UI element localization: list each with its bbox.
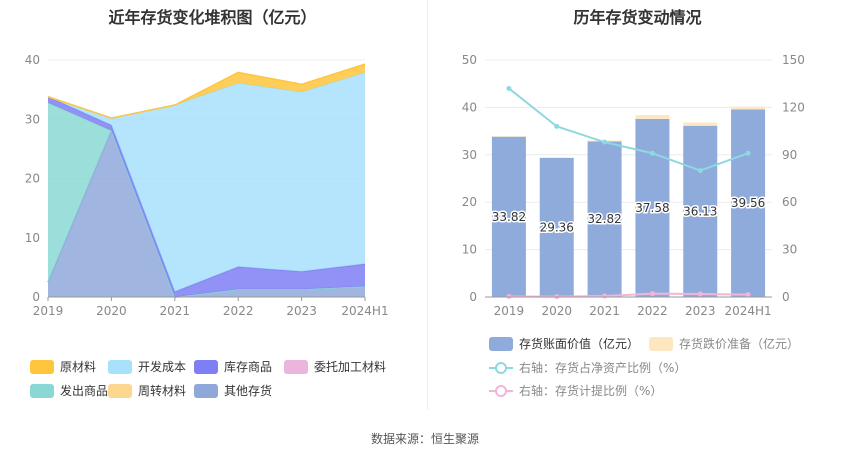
- y-tick-label: 0: [469, 290, 477, 304]
- line-point[interactable]: [506, 85, 512, 91]
- bar-chart-title: 历年存货变动情况: [573, 8, 702, 27]
- line-point[interactable]: [602, 139, 608, 145]
- bar-book-value[interactable]: [635, 118, 670, 298]
- legend-label: 存货跌价准备（亿元）: [679, 336, 799, 351]
- x-tick-label: 2023: [286, 304, 317, 318]
- legend-swatch[interactable]: [30, 360, 54, 374]
- bar-value-label: 36.13: [683, 204, 717, 218]
- x-tick-label: 2020: [96, 304, 127, 318]
- bar-value-label: 33.82: [492, 210, 526, 224]
- bar-impairment[interactable]: [683, 122, 718, 126]
- x-tick-label: 2022: [223, 304, 254, 318]
- legend-label: 原材料: [60, 360, 96, 374]
- legend-label: 开发成本: [138, 359, 186, 374]
- y-tick-label: 0: [32, 290, 40, 304]
- legend-label: 右轴：存货占净资产比例（%）: [519, 360, 686, 375]
- area-库存商品: [48, 96, 365, 297]
- legend-label: 周转材料: [138, 383, 186, 398]
- bar-impairment[interactable]: [635, 115, 670, 119]
- line-ratio-net-assets: [508, 87, 749, 172]
- x-tick-label: 2019: [494, 304, 525, 318]
- area-chart-title: 近年存货变化堆积图（亿元）: [108, 8, 317, 27]
- x-tick-label: 2021: [160, 304, 191, 318]
- bar-book-value[interactable]: [683, 125, 718, 297]
- bar-value-label: 29.36: [540, 220, 574, 234]
- chart-divider: [427, 0, 428, 410]
- y-tick-label: 20: [462, 195, 477, 209]
- legend-swatch[interactable]: [108, 384, 132, 398]
- legend-swatch[interactable]: [194, 384, 218, 398]
- bar-book-value[interactable]: [587, 141, 622, 297]
- data-source-note: 数据来源：恒生聚源: [370, 432, 479, 446]
- y-tick-label: 10: [462, 243, 477, 257]
- area-开发成本: [48, 72, 365, 292]
- legend-label: 存货账面价值（亿元）: [519, 336, 639, 351]
- bar-book-value[interactable]: [491, 136, 526, 297]
- x-tick-label: 2023: [685, 304, 716, 318]
- legend-label: 其他存货: [224, 383, 272, 398]
- y-tick-label: 20: [25, 172, 40, 186]
- y2-tick-label: 60: [782, 195, 797, 209]
- legend-marker[interactable]: [495, 362, 507, 374]
- legend-swatch[interactable]: [649, 337, 673, 351]
- area-原材料: [48, 64, 365, 119]
- legend-swatch[interactable]: [489, 337, 513, 351]
- line-point[interactable]: [745, 292, 751, 298]
- x-tick-label: 2024H1: [724, 304, 771, 318]
- legend-swatch[interactable]: [30, 384, 54, 398]
- x-tick-label: 2024H1: [341, 304, 388, 318]
- line-point[interactable]: [649, 150, 655, 156]
- y-tick-label: 40: [25, 53, 40, 67]
- y2-tick-label: 90: [782, 148, 797, 162]
- area-发出商品: [48, 102, 365, 297]
- legend-swatch[interactable]: [194, 360, 218, 374]
- bar-value-label: 37.58: [635, 201, 669, 215]
- line-point[interactable]: [697, 168, 703, 174]
- bar-book-value[interactable]: [731, 109, 766, 298]
- y2-tick-label: 0: [782, 290, 790, 304]
- charts-canvas: 0 10 20 30 40 2019 2020 2021 2022 2023 2024H1 原材料 开发…: [25, 53, 805, 398]
- x-tick-label: 2019: [33, 304, 64, 318]
- line-point[interactable]: [697, 291, 703, 297]
- bar-impairment[interactable]: [731, 106, 766, 110]
- y2-tick-label: 150: [782, 53, 805, 67]
- legend-label: 发出商品: [60, 383, 108, 398]
- bar-value-label: 32.82: [587, 212, 621, 226]
- bar-line-chart: 0 10 20 30 40 50 0 30 60 90 120 150 33.82 29.36 32.82 3…: [462, 53, 805, 398]
- bar-value-label: 39.56: [731, 196, 765, 210]
- line-point[interactable]: [745, 150, 751, 156]
- line-point[interactable]: [649, 291, 655, 297]
- x-tick-label: 2022: [637, 304, 668, 318]
- x-tick-label: 2020: [541, 304, 572, 318]
- y-tick-label: 10: [25, 231, 40, 245]
- legend-label: 右轴：存货计提比例（%）: [519, 383, 662, 398]
- area-chart: 0 10 20 30 40 2019 2020 2021 2022 2023 2024H1 原材料 开发…: [25, 53, 389, 398]
- y-tick-label: 40: [462, 100, 477, 114]
- bar-book-value[interactable]: [539, 157, 574, 297]
- legend-marker[interactable]: [495, 385, 507, 397]
- line-point[interactable]: [602, 293, 608, 299]
- legend-swatch[interactable]: [284, 360, 308, 374]
- y2-tick-label: 30: [782, 243, 797, 257]
- y-tick-label: 30: [25, 112, 40, 126]
- legend-label: 委托加工材料: [314, 360, 386, 374]
- legend-swatch[interactable]: [108, 360, 132, 374]
- line-point[interactable]: [554, 123, 560, 129]
- legend-label: 库存商品: [224, 359, 272, 374]
- area-edge-原材料: [47, 63, 366, 119]
- y-tick-label: 50: [462, 53, 477, 67]
- x-tick-label: 2021: [589, 304, 620, 318]
- y2-tick-label: 120: [782, 100, 805, 114]
- y-tick-label: 30: [462, 148, 477, 162]
